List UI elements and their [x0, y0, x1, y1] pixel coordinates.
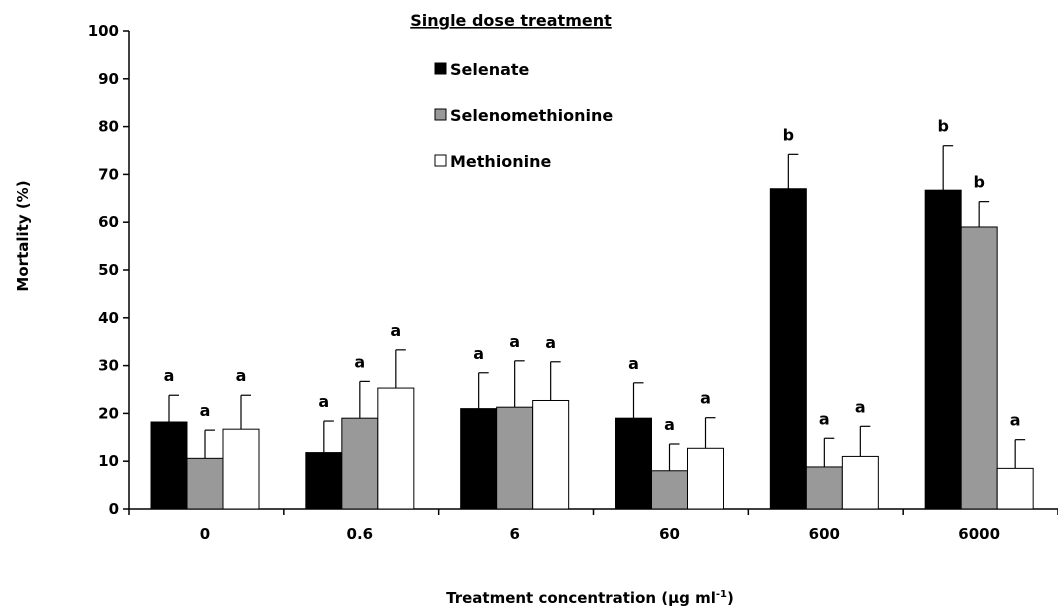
bar — [651, 470, 688, 510]
significance-label: a — [164, 366, 175, 385]
y-tick-label: 70 — [98, 165, 119, 183]
bar — [460, 408, 498, 510]
bar — [341, 417, 379, 510]
x-tick-label: 60 — [659, 525, 680, 543]
significance-label: a — [509, 332, 520, 351]
significance-label: a — [1010, 411, 1021, 430]
bars: a a a a b b a a a a a b a a a a a a — [150, 117, 1034, 510]
bar — [960, 226, 998, 510]
x-axis: 0 0.6 6 60 600 6000 — [128, 508, 1058, 543]
legend-swatch — [434, 154, 447, 167]
bar — [532, 399, 570, 510]
significance-label: a — [200, 401, 211, 420]
significance-label: b — [973, 173, 984, 192]
x-tick-label: 6 — [509, 525, 519, 543]
x-axis-title-main: Treatment concentration (µg ml — [446, 589, 716, 607]
legend: Selenate Selenomethionine Methionine — [434, 60, 613, 171]
bar — [496, 406, 534, 510]
significance-label: a — [390, 321, 401, 340]
bar — [687, 447, 724, 510]
chart-title: Single dose treatment — [410, 11, 612, 30]
x-axis-title: Treatment concentration (µg ml-1) — [446, 589, 734, 607]
significance-label: b — [783, 125, 794, 144]
significance-label: a — [354, 352, 365, 371]
x-tick-label: 0 — [200, 525, 210, 543]
significance-label: a — [236, 366, 247, 385]
significance-label: b — [937, 117, 948, 136]
significance-label: a — [473, 344, 484, 363]
bar — [305, 452, 343, 510]
bar — [841, 455, 879, 510]
y-tick-label: 80 — [98, 118, 119, 136]
y-tick-label: 40 — [98, 309, 119, 327]
y-tick-label: 50 — [98, 261, 119, 279]
y-tick-label: 0 — [109, 500, 119, 518]
y-tick-label: 10 — [98, 452, 119, 470]
bar — [222, 428, 260, 510]
significance-label: a — [545, 333, 556, 352]
x-tick-label: 0.6 — [347, 525, 374, 543]
legend-label: Selenate — [450, 60, 530, 79]
bar — [924, 189, 962, 510]
y-axis: 0 10 20 30 40 50 60 70 80 90 100 — [88, 22, 130, 518]
y-tick-label: 20 — [98, 404, 119, 422]
bar — [615, 417, 652, 510]
significance-label: a — [855, 397, 866, 416]
legend-label: Selenomethionine — [450, 106, 613, 125]
y-tick-label: 90 — [98, 70, 119, 88]
x-axis-title-suffix: ) — [727, 589, 734, 607]
x-axis-title-superscript: -1 — [716, 589, 727, 600]
y-tick-label: 60 — [98, 213, 119, 231]
significance-label: a — [700, 389, 711, 408]
x-tick-label: 600 — [809, 525, 840, 543]
y-tick-label: 30 — [98, 357, 119, 375]
bar — [186, 457, 224, 510]
y-axis-title: Mortality (%) — [14, 180, 32, 291]
significance-label: a — [819, 409, 830, 428]
bar — [150, 421, 188, 510]
legend-swatch — [434, 108, 447, 121]
significance-label: a — [664, 415, 675, 434]
bar — [377, 387, 415, 510]
legend-swatch — [434, 62, 447, 75]
bar — [769, 188, 807, 510]
bar — [805, 466, 843, 510]
bar — [996, 467, 1034, 510]
legend-label: Methionine — [450, 152, 552, 171]
significance-label: a — [628, 354, 639, 373]
y-tick-label: 100 — [88, 22, 119, 40]
x-tick-label: 6000 — [958, 525, 1000, 543]
significance-label: a — [318, 392, 329, 411]
